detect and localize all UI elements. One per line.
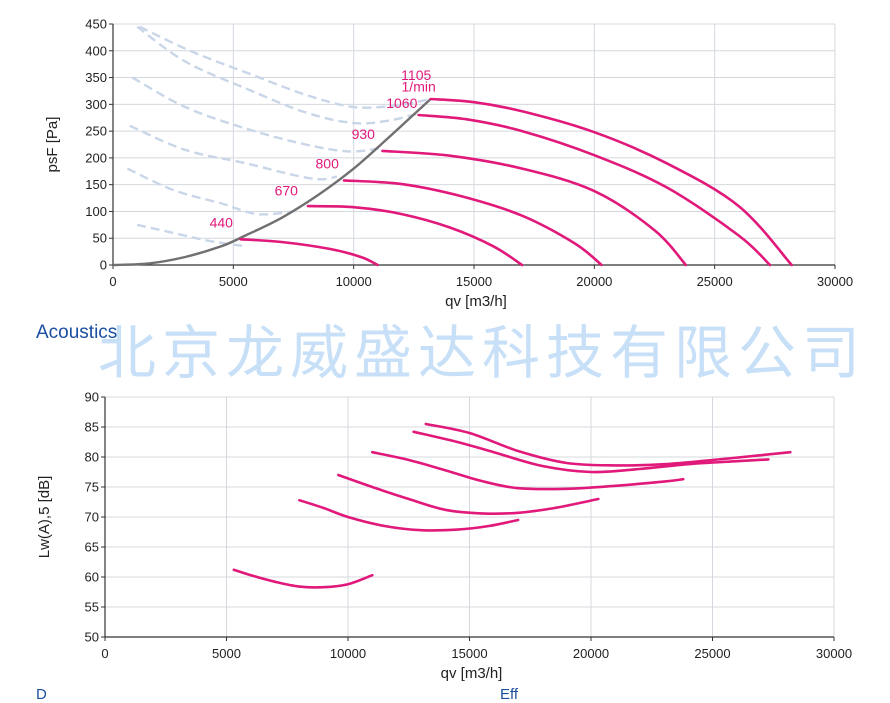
x-tick-label: 5000 [212, 646, 241, 661]
x-tick-label: 30000 [816, 646, 852, 661]
y-tick-label: 90 [85, 390, 99, 405]
x-tick-label: 15000 [451, 646, 487, 661]
speed-curve-1 [232, 568, 374, 589]
x-tick-label: 10000 [336, 274, 372, 289]
speed-label: 670 [275, 182, 299, 198]
speed-label: 1060 [386, 95, 417, 111]
y-tick-label: 150 [85, 177, 107, 192]
fan-pressure-chart: 0 5000 10000 15000 20000 25000 30000 0 50 100 150 2… [44, 17, 853, 311]
footer-text-left: D [36, 686, 47, 703]
y-axis-label: Lw(A),5 [dB] [36, 476, 53, 559]
y-tick-label: 250 [85, 124, 107, 139]
y-tick-label: 50 [85, 630, 99, 645]
y-tick-label: 70 [85, 510, 99, 525]
y-tick-label: 0 [100, 258, 107, 273]
speed-curve-1 [239, 238, 379, 267]
speed-curve-2 [306, 204, 524, 267]
x-tick-label: 15000 [456, 274, 492, 289]
y-tick-label: 350 [85, 70, 107, 85]
x-tick-label: 25000 [697, 274, 733, 289]
section-title-acoustics: Acoustics [36, 322, 118, 343]
speed-curve-6 [424, 422, 792, 467]
speed-curve-5 [412, 430, 770, 474]
x-axis-label: qv [m3/h] [445, 293, 507, 310]
x-tick-label: 0 [101, 646, 108, 661]
y-tick-label: 65 [85, 540, 99, 555]
speed-curve-4 [381, 149, 688, 267]
y-tick-label: 75 [85, 480, 99, 495]
speed-curve-6 [429, 97, 793, 267]
x-tick-label: 30000 [817, 274, 853, 289]
y-tick-label: 50 [93, 231, 107, 246]
y-tick-label: 55 [85, 600, 99, 615]
speed-label: 800 [316, 156, 340, 172]
y-tick-label: 400 [85, 43, 107, 58]
speed-curve-3 [337, 473, 600, 515]
dashed-curve-1 [136, 223, 246, 248]
dashed-curve-6 [138, 25, 431, 109]
speed-label: 440 [210, 215, 234, 231]
speed-curve-4 [371, 450, 685, 491]
speed-label: 1105 [401, 67, 431, 83]
x-tick-label: 20000 [576, 274, 612, 289]
speed-label: 930 [352, 126, 376, 142]
footer-text-right: Eff [500, 686, 519, 703]
x-tick-label: 5000 [219, 274, 248, 289]
dashed-curve-4 [131, 76, 381, 153]
y-tick-label: 85 [85, 420, 99, 435]
speed-curve-2 [298, 498, 520, 532]
x-tick-label: 0 [109, 274, 116, 289]
speed-label: 1/min [402, 78, 436, 94]
system-curve [112, 98, 432, 267]
y-tick-label: 60 [85, 570, 99, 585]
dashed-curve-5 [136, 25, 417, 125]
dashed-curve-2 [126, 167, 294, 216]
speed-curve-5 [417, 113, 772, 267]
x-tick-label: 20000 [573, 646, 609, 661]
y-tick-label: 100 [85, 204, 107, 219]
x-tick-label: 25000 [694, 646, 730, 661]
dashed-curve-3 [129, 124, 338, 181]
y-tick-label: 80 [85, 450, 99, 465]
y-tick-label: 450 [85, 17, 107, 32]
x-axis-label: qv [m3/h] [441, 665, 503, 682]
y-tick-label: 300 [85, 97, 107, 112]
watermark-text: 北京龙威盛达科技有限公司 [98, 319, 867, 387]
speed-curve-3 [342, 179, 603, 267]
x-tick-label: 10000 [330, 646, 366, 661]
y-axis-label: psF [Pa] [44, 117, 61, 173]
y-tick-label: 200 [85, 150, 107, 165]
